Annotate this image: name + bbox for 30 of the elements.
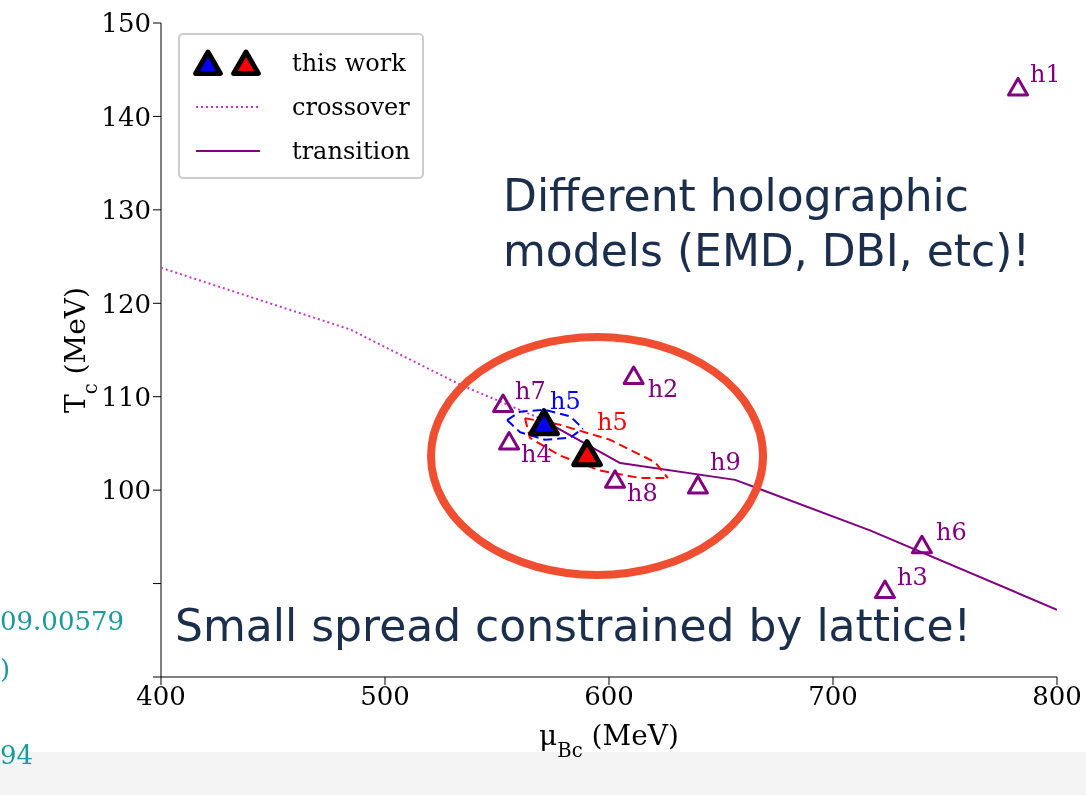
- legend-label: crossover: [292, 93, 410, 121]
- x-tick-label: 700: [808, 681, 858, 712]
- data-label: h6: [935, 518, 967, 547]
- y-tick-label: 140: [101, 101, 151, 132]
- annotation: Different holographic models (EMD, DBI, etc)!: [503, 169, 1032, 278]
- text: 94: [0, 740, 35, 772]
- x-tick-label: 800: [1032, 681, 1082, 712]
- legend-label: transition: [292, 137, 411, 165]
- data-label: h2: [647, 375, 679, 404]
- data-label: h4: [521, 440, 552, 469]
- data-label: h5: [597, 407, 628, 436]
- y-tick-label: 120: [101, 288, 151, 319]
- data-label: h3: [896, 563, 928, 592]
- data-label: h7: [515, 377, 546, 406]
- y-tick-label: 150: [101, 8, 151, 39]
- legend-label: this work: [292, 49, 406, 77]
- x-tick-label: 500: [360, 681, 410, 712]
- y-tick-label: 110: [101, 381, 151, 412]
- annotation: Small spread constrained by lattice!: [175, 600, 973, 653]
- data-label: h1: [1030, 60, 1061, 89]
- x-tick-label: 400: [136, 681, 186, 712]
- y-tick-label: 130: [101, 195, 151, 226]
- x-axis-title: μ$_{Bc}$ (MeV): [539, 719, 679, 762]
- data-label: h9: [709, 448, 741, 477]
- text: 09.00579: [0, 606, 126, 638]
- data-label: h8: [627, 478, 658, 507]
- x-tick-label: 600: [584, 681, 634, 712]
- data-label: h5: [550, 386, 581, 415]
- y-tick-label: 100: [101, 475, 151, 506]
- text: ): [0, 654, 12, 686]
